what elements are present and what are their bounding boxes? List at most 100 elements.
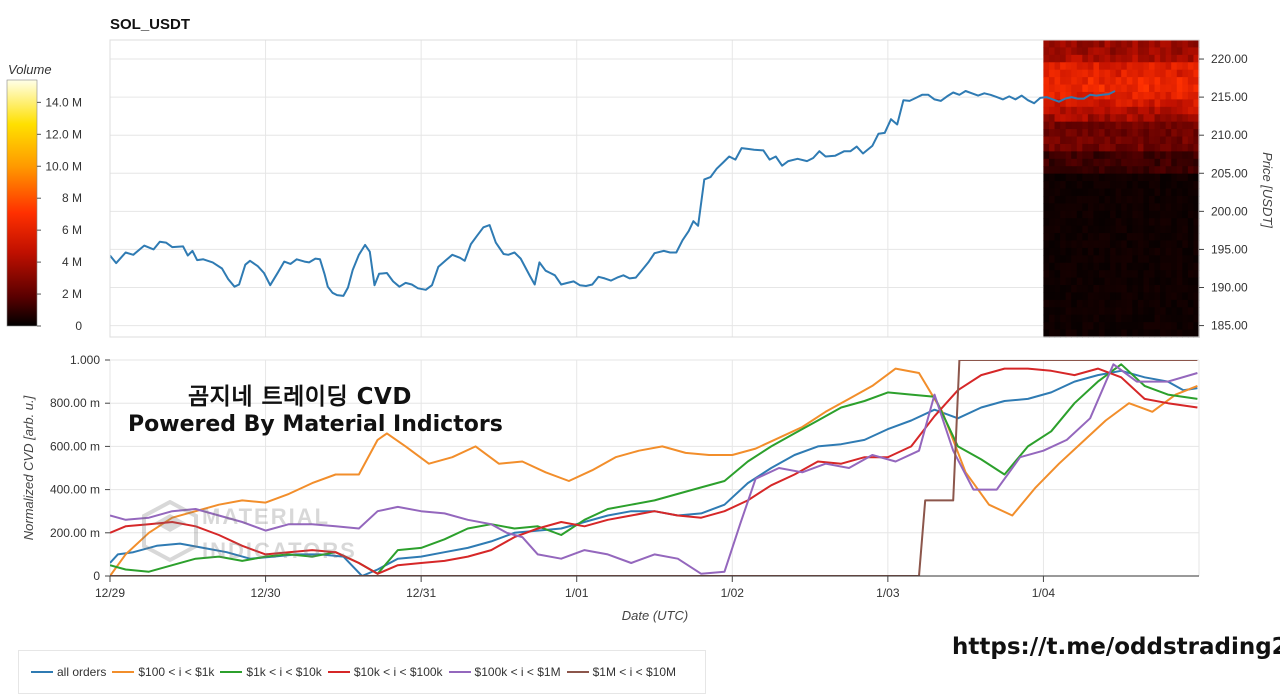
heatmap-cell [1054, 69, 1061, 78]
colorbar-gradient [6, 79, 38, 327]
legend-item[interactable]: $100k < i < $1M [448, 665, 561, 679]
heatmap-cell [1132, 262, 1139, 271]
heatmap-cell [1076, 277, 1083, 286]
heatmap-cell [1176, 247, 1183, 256]
heatmap-cell [1121, 329, 1128, 338]
heatmap-cell [1143, 129, 1150, 138]
heatmap-cell [1110, 225, 1117, 234]
heatmap-cell [1193, 314, 1200, 323]
heatmap-cell [1160, 166, 1167, 175]
heatmap-cell [1065, 91, 1072, 100]
heatmap-cell [1121, 143, 1128, 152]
heatmap-cell [1060, 210, 1067, 219]
heatmap-cell [1154, 54, 1161, 63]
heatmap-cell [1132, 255, 1139, 264]
heatmap-cell [1165, 307, 1172, 316]
heatmap-cell [1104, 54, 1111, 63]
heatmap-cell [1071, 329, 1078, 338]
price-grid [109, 40, 1199, 337]
heatmap-cell [1093, 173, 1100, 182]
heatmap-cell [1154, 40, 1161, 49]
heatmap-cell [1121, 54, 1128, 63]
heatmap-cell [1165, 188, 1172, 197]
heatmap-cell [1137, 158, 1145, 167]
heatmap-cell [1076, 299, 1083, 308]
legend-item[interactable]: all orders [31, 665, 106, 679]
heatmap-cell [1104, 40, 1111, 49]
heatmap-cell [1187, 69, 1195, 78]
heatmap-cell [1115, 77, 1122, 86]
heatmap-cell [1165, 322, 1172, 331]
heatmap-cell [1043, 255, 1050, 264]
legend-item[interactable]: $1k < i < $10k [220, 665, 322, 679]
heatmap-cell [1132, 195, 1139, 204]
heatmap-cell [1171, 114, 1178, 123]
heatmap-cell [1132, 69, 1139, 78]
heatmap-cell [1060, 299, 1067, 308]
heatmap-cell [1182, 262, 1189, 271]
heatmap-cell [1143, 255, 1150, 264]
heatmap-cell [1071, 262, 1078, 271]
heatmap-cell [1071, 62, 1078, 71]
heatmap-cell [1076, 40, 1083, 49]
heatmap-cell [1060, 292, 1067, 301]
heatmap-cell [1104, 285, 1111, 294]
heatmap-cell [1143, 151, 1150, 160]
heatmap-cell [1154, 143, 1161, 152]
heatmap-cell [1176, 233, 1183, 242]
heatmap-cell [1087, 143, 1095, 152]
heatmap-cell [1121, 195, 1128, 204]
heatmap-cell [1121, 299, 1128, 308]
heatmap-cell [1121, 277, 1128, 286]
legend-item[interactable]: $10k < i < $100k [327, 665, 443, 679]
heatmap-cell [1143, 40, 1150, 49]
heatmap-cell [1132, 77, 1139, 86]
heatmap-cell [1048, 136, 1056, 145]
heatmap-cell [1076, 114, 1083, 123]
heatmap-cell [1110, 136, 1117, 145]
heatmap-cell [1132, 285, 1139, 294]
telegram-link[interactable]: https://t.me/oddstrading2 [952, 634, 1280, 660]
heatmap-cell [1098, 166, 1106, 175]
heatmap-cell [1160, 270, 1167, 279]
heatmap-cell [1082, 285, 1089, 294]
heatmap-cell [1182, 203, 1189, 212]
price-axis: 220.00 215.00 210.00 205.00 200.00 195.00 190.… [1199, 52, 1248, 333]
heatmap-cell [1104, 314, 1111, 323]
heatmap-cell [1115, 233, 1122, 242]
heatmap-cell [1071, 40, 1078, 49]
heatmap-cell [1121, 225, 1128, 234]
heatmap-cell [1193, 329, 1200, 338]
overlay-title: 곰지네 트레이딩 CVD [188, 384, 412, 410]
colorbar-tick-label: 12.0 M [45, 127, 82, 141]
heatmap-cell [1143, 173, 1150, 182]
heatmap-cell [1160, 91, 1167, 100]
heatmap-cell [1171, 91, 1178, 100]
heatmap-cell [1132, 40, 1139, 49]
heatmap-cell [1154, 195, 1161, 204]
heatmap-cell [1137, 166, 1145, 175]
heatmap-cell [1098, 40, 1106, 49]
heatmap-cell [1071, 307, 1078, 316]
heatmap-cell [1043, 158, 1050, 167]
heatmap-cell [1176, 292, 1183, 301]
heatmap-cell [1060, 173, 1067, 182]
heatmap-cell [1176, 40, 1183, 49]
heatmap-cell [1087, 47, 1095, 56]
heatmap-cell [1076, 195, 1083, 204]
heatmap-cell [1115, 329, 1122, 338]
heatmap-cell [1048, 270, 1056, 279]
heatmap-cell [1165, 299, 1172, 308]
heatmap-cell [1126, 203, 1133, 212]
heatmap-cell [1071, 240, 1078, 249]
heatmap-cell [1098, 47, 1106, 56]
heatmap-cell [1143, 314, 1150, 323]
legend-item[interactable]: $100 < i < $1k [112, 665, 214, 679]
heatmap-cell [1165, 47, 1172, 56]
heatmap-cell [1132, 158, 1139, 167]
heatmap-cell [1093, 47, 1100, 56]
legend-item[interactable]: $1M < i < $10M [566, 665, 676, 679]
heatmap-cell [1132, 91, 1139, 100]
heatmap-cell [1054, 225, 1061, 234]
heatmap-cell [1182, 143, 1189, 152]
